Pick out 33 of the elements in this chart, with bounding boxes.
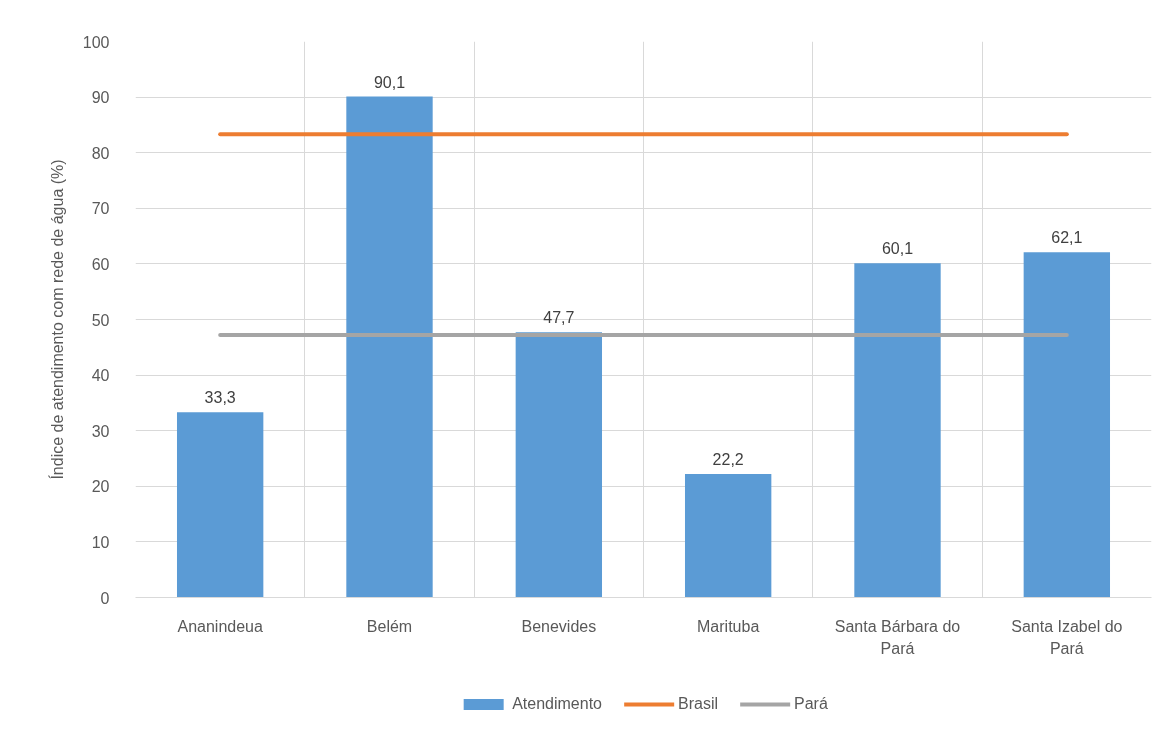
bar [684, 474, 772, 598]
legend-label: Atendimento [512, 694, 603, 713]
x-tick-label: Santa Izabel do Pará [1011, 617, 1123, 657]
data-label: 60,1 [881, 240, 914, 258]
bar [176, 412, 264, 598]
x-tick-label: Ananindeua [177, 617, 263, 635]
y-tick-label: 100 [82, 33, 110, 51]
bar [854, 263, 941, 598]
y-tick-label: 50 [91, 311, 110, 329]
data-label: 33,3 [204, 389, 236, 407]
y-tick-label: 20 [91, 478, 110, 496]
y-tick-label: 10 [91, 533, 110, 551]
legend-label: Pará [794, 694, 828, 713]
y-tick-label: 70 [91, 200, 110, 218]
y-tick-label: 0 [100, 589, 110, 607]
x-tick-label: Santa Bárbara do Pará [834, 617, 961, 657]
y-axis-title: Índice de atendimento com rede de água (%) [47, 159, 66, 480]
data-label: 47,7 [543, 309, 575, 327]
y-tick-label: 80 [91, 144, 110, 162]
y-tick-label: 90 [91, 89, 110, 107]
bar [346, 96, 433, 598]
x-tick-label: Marituba [697, 617, 760, 635]
y-tick-label: 60 [91, 255, 110, 273]
x-tick-label: Belém [366, 617, 413, 635]
legend-label: Brasil [678, 694, 719, 713]
y-tick-label: 40 [91, 367, 110, 385]
data-label: 90,1 [373, 73, 406, 91]
x-tick-label: Benevides [521, 617, 597, 635]
bar [515, 332, 603, 598]
y-tick-label: 30 [91, 422, 110, 440]
data-label: 62,1 [1051, 229, 1083, 247]
bar [1023, 252, 1111, 598]
data-label: 22,2 [712, 451, 744, 469]
